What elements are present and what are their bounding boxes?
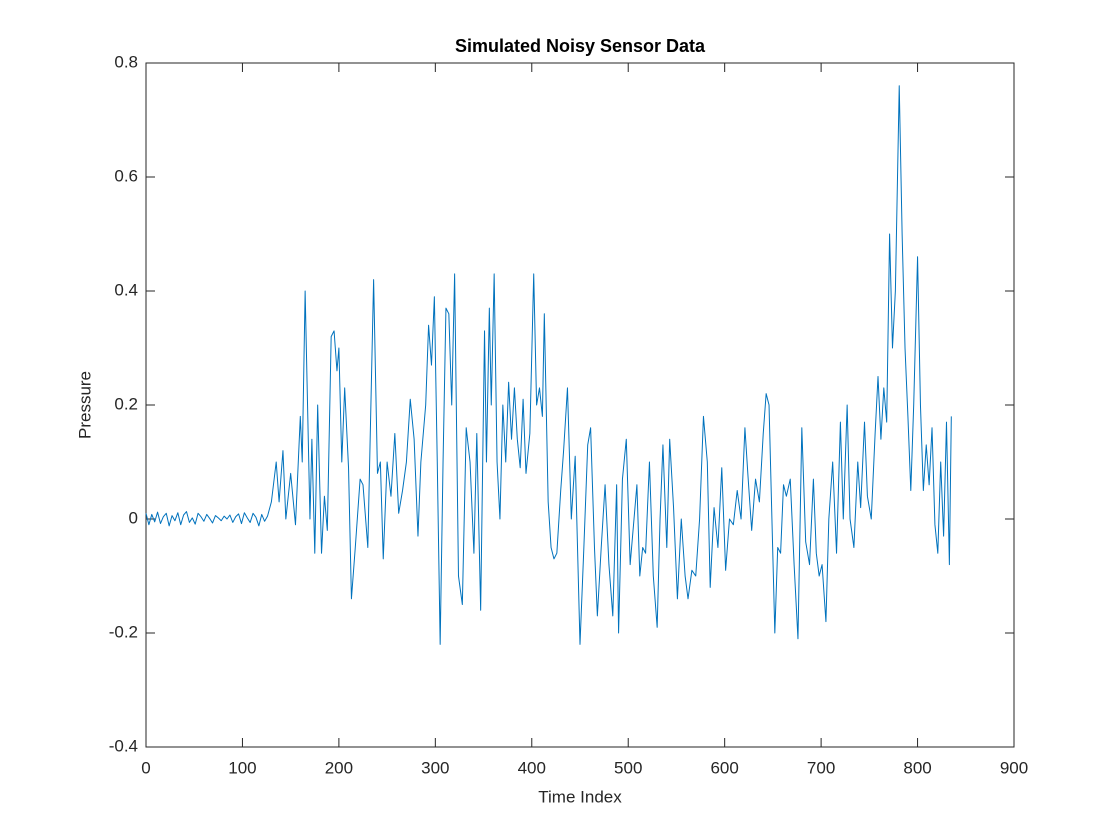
- x-tick-label: 700: [807, 758, 835, 777]
- x-tick-label: 600: [710, 758, 738, 777]
- y-tick-label: 0: [129, 508, 138, 527]
- x-axis-label: Time Index: [538, 787, 622, 806]
- x-tick-label: 200: [325, 758, 353, 777]
- x-tick-label: 0: [141, 758, 150, 777]
- y-tick-label: 0.8: [114, 52, 138, 71]
- x-tick-label: 800: [903, 758, 931, 777]
- x-tick-label: 100: [228, 758, 256, 777]
- y-tick-label: 0.6: [114, 166, 138, 185]
- x-tick-label: 900: [1000, 758, 1028, 777]
- y-tick-label: 0.4: [114, 280, 138, 299]
- data-line: [145, 85, 952, 645]
- y-tick-label: -0.2: [109, 622, 138, 641]
- x-tick-label: 300: [421, 758, 449, 777]
- y-axis-label: Pressure: [75, 371, 94, 439]
- y-tick-label: 0.2: [114, 394, 138, 413]
- chart-title: Simulated Noisy Sensor Data: [455, 36, 706, 56]
- y-tick-label: -0.4: [109, 736, 138, 755]
- x-tick-label: 500: [614, 758, 642, 777]
- x-tick-label: 400: [518, 758, 546, 777]
